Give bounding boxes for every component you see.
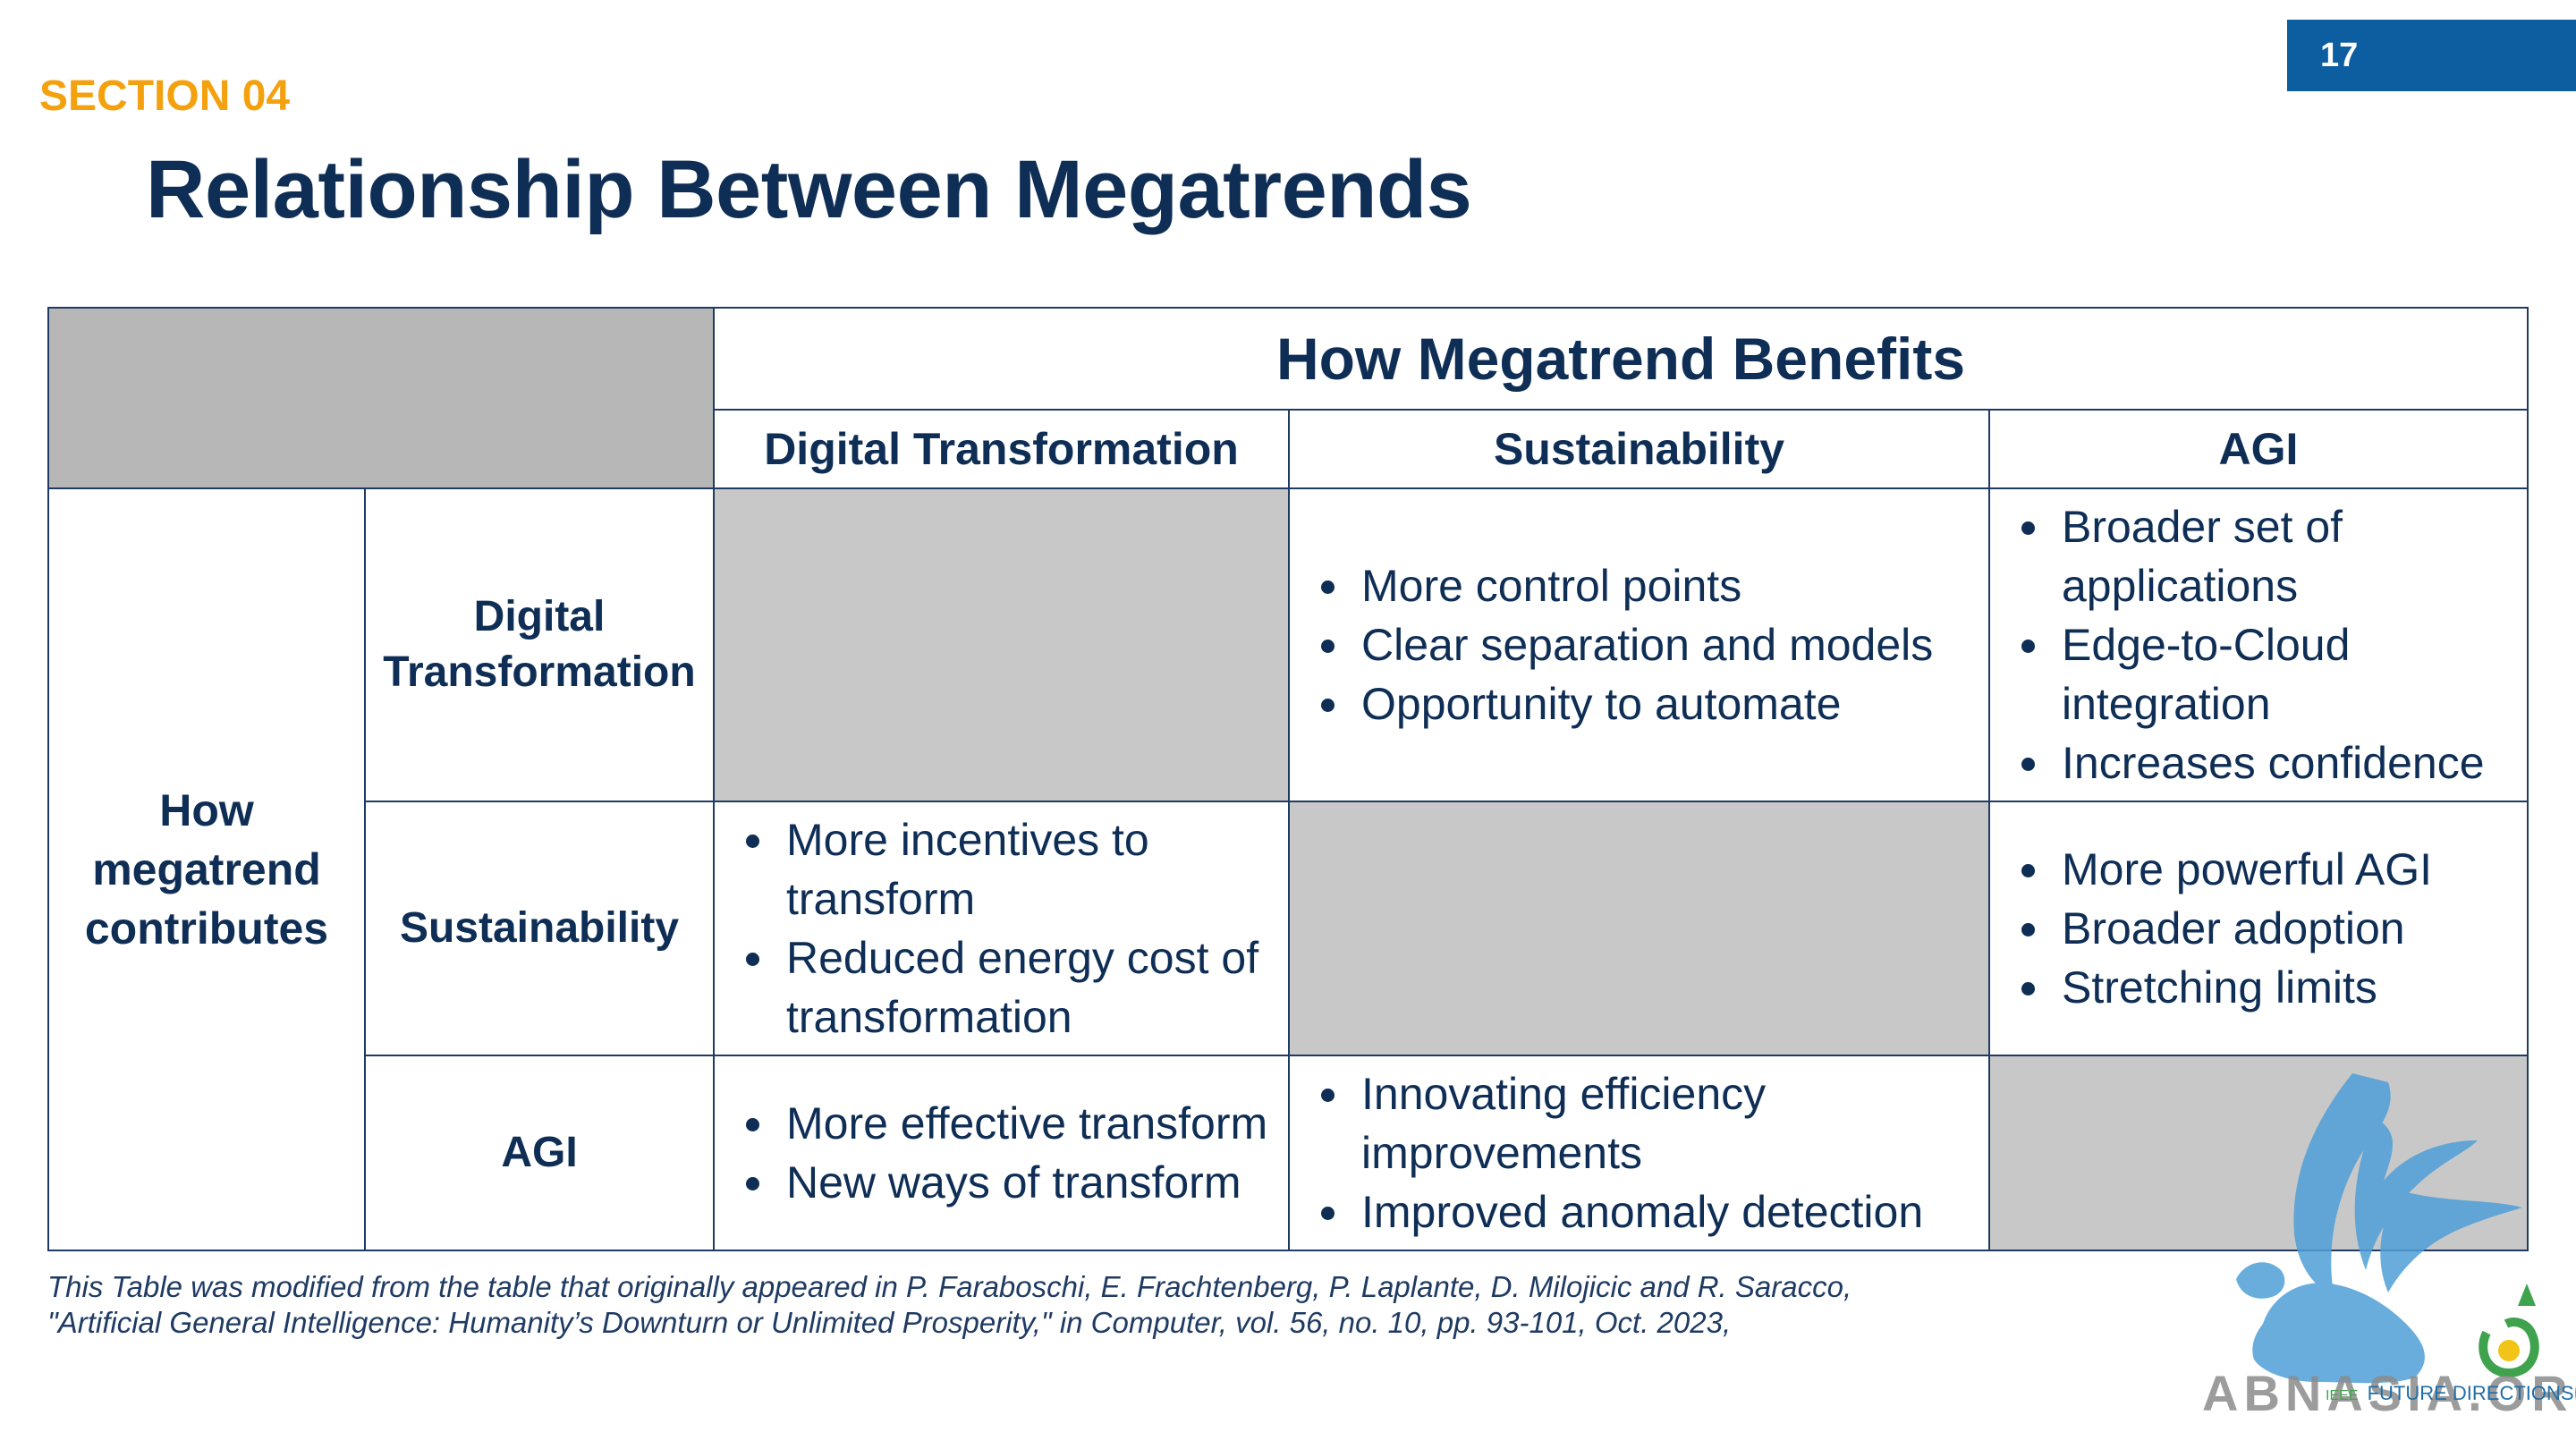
list-item: Edge-to-Cloud integration — [2055, 615, 2527, 733]
row-header-digital-transformation: Digital Transformation — [364, 487, 715, 802]
corner-cell — [47, 307, 715, 489]
list-item: New ways of transform — [779, 1153, 1288, 1212]
list-item: More effective transform — [779, 1094, 1288, 1153]
cell-dt-sustainability: More control points Clear separation and… — [1288, 487, 1990, 802]
column-header-sustainability: Sustainability — [1288, 409, 1990, 489]
bullet-list: Innovating efficiency improvements Impro… — [1290, 1064, 1988, 1241]
column-header-agi: AGI — [1987, 409, 2529, 489]
cell-sustainability-sustainability — [1288, 801, 1990, 1056]
list-item: Opportunity to automate — [1354, 674, 1988, 733]
citation-footnote: This Table was modified from the table t… — [47, 1269, 2105, 1341]
cell-dt-agi: Broader set of applications Edge-to-Clou… — [1987, 487, 2529, 802]
logo-tag: IEEE — [2326, 1388, 2359, 1403]
list-item: Innovating efficiency improvements — [1354, 1064, 1988, 1182]
bullet-list: More incentives to transform Reduced ene… — [715, 810, 1288, 1046]
list-item: More powerful AGI — [2055, 840, 2527, 899]
list-item: More incentives to transform — [779, 810, 1288, 928]
benefits-header: How Megatrend Benefits — [712, 307, 2529, 411]
footnote-line: "Artificial General Intelligence: Humani… — [47, 1306, 1732, 1339]
bullet-list: More control points Clear separation and… — [1290, 556, 1988, 733]
megatrend-matrix-table: How Megatrend Benefits Digital Transform… — [47, 307, 2529, 1251]
list-item: Broader adoption — [2055, 899, 2527, 958]
list-item: More control points — [1354, 556, 1988, 615]
slide-title: Relationship Between Megatrends — [146, 144, 1472, 235]
list-item: Increases confidence — [2055, 733, 2527, 792]
page-number: 17 — [2320, 36, 2359, 74]
bullet-list: Broader set of applications Edge-to-Clou… — [1990, 497, 2527, 792]
list-item: Reduced energy cost of transformation — [779, 928, 1288, 1046]
bullet-list: More powerful AGI Broader adoption Stret… — [1990, 840, 2527, 1017]
list-item: Improved anomaly detection — [1354, 1182, 1988, 1241]
cell-sustainability-dt: More incentives to transform Reduced ene… — [713, 801, 1290, 1056]
cell-agi-dt: More effective transform New ways of tra… — [713, 1055, 1290, 1251]
cell-sustainability-agi: More powerful AGI Broader adoption Stret… — [1987, 801, 2529, 1056]
list-item: Clear separation and models — [1354, 615, 1988, 674]
column-header-digital-transformation: Digital Transformation — [713, 409, 1290, 489]
griffin-logo-icon — [2236, 1073, 2539, 1384]
list-item: Stretching limits — [2055, 958, 2527, 1017]
watermark-text: ABNASIA.ORG — [2202, 1365, 2576, 1421]
row-header-sustainability: Sustainability — [364, 801, 715, 1056]
cell-dt-dt — [713, 487, 1290, 802]
contributes-header: How megatrend contributes — [47, 487, 366, 1251]
logo-sub-label: FUTURE DIRECTIONS — [2367, 1382, 2574, 1404]
row-header-agi: AGI — [364, 1055, 715, 1251]
page-number-badge: 17 — [2287, 20, 2576, 91]
footnote-line: This Table was modified from the table t… — [47, 1270, 1852, 1303]
logo-subtitle: IEEE FUTURE DIRECTIONS — [2326, 1382, 2574, 1405]
bullet-list: More effective transform New ways of tra… — [715, 1094, 1288, 1212]
list-item: Broader set of applications — [2055, 497, 2527, 615]
section-label: SECTION 04 — [39, 72, 291, 120]
cell-agi-sustainability: Innovating efficiency improvements Impro… — [1288, 1055, 1990, 1251]
